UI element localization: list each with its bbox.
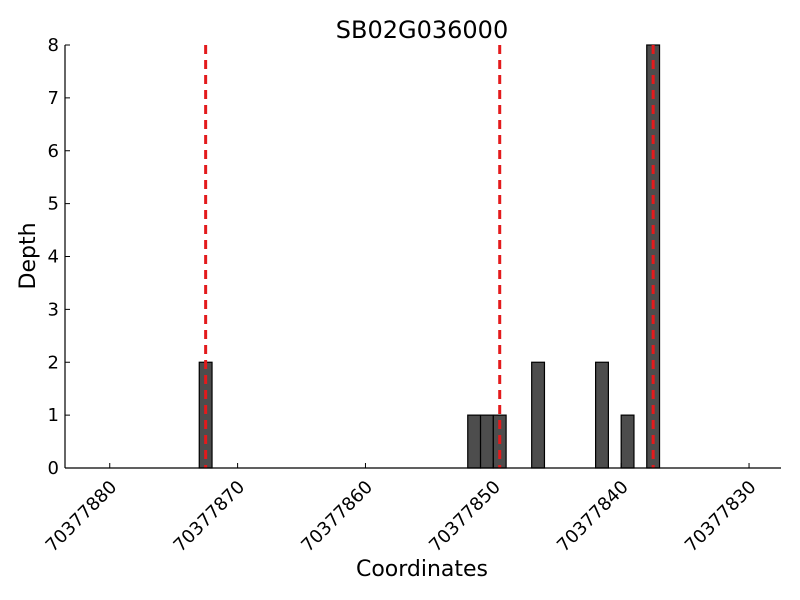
x-tick-label-0: 70377880 [42, 477, 122, 557]
y-tick-label-1: 1 [48, 405, 59, 426]
y-tick-label-2: 2 [48, 352, 59, 373]
bar-5 [595, 361, 609, 469]
bars-layer [198, 44, 661, 469]
x-axis-label: Coordinates [356, 557, 488, 582]
y-tick-label-8: 8 [48, 35, 59, 56]
bar-4 [531, 361, 546, 469]
axes-layer [64, 45, 781, 469]
y-tick-label-0: 0 [48, 458, 59, 479]
bar-6 [620, 414, 635, 469]
y-tick-label-3: 3 [48, 299, 59, 320]
y-tick-label-7: 7 [48, 88, 59, 109]
x-tick-label-3: 70377850 [425, 477, 505, 557]
y-tick-label-6: 6 [48, 141, 59, 162]
x-tick-label-4: 70377840 [553, 477, 633, 557]
x-tick-label-2: 70377860 [297, 477, 377, 557]
reference-lines-layer [204, 45, 655, 468]
chart-title: SB02G036000 [336, 16, 508, 44]
x-tick-label-5: 70377830 [681, 477, 761, 557]
bar-2 [479, 414, 494, 469]
y-tick-label-4: 4 [48, 247, 59, 268]
y-axis-label: Depth [16, 222, 41, 289]
bar-1 [467, 414, 482, 469]
y-tick-label-5: 5 [48, 194, 59, 215]
x-tick-label-1: 70377870 [170, 477, 250, 557]
